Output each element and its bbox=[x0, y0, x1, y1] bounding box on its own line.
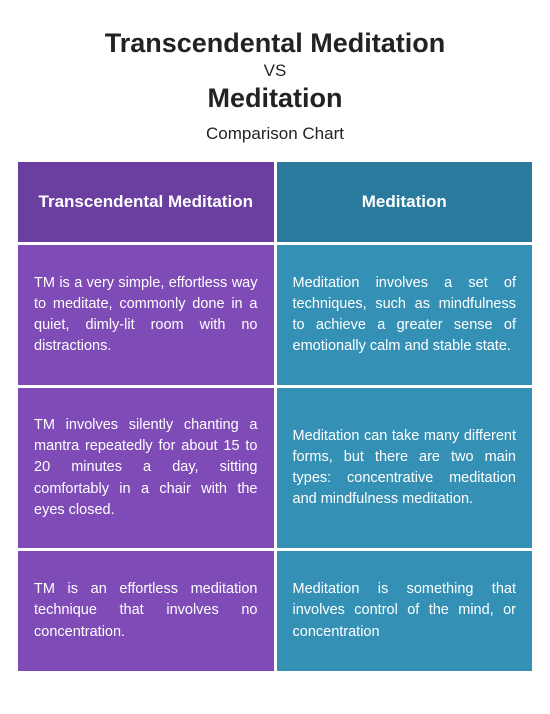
logo-icon: DB bbox=[420, 682, 450, 704]
footer-brand: DB Difference Between.net bbox=[420, 682, 528, 705]
column-left: Transcendental Meditation TM is a very s… bbox=[18, 162, 274, 714]
header: Transcendental Meditation VS Meditation … bbox=[0, 0, 550, 162]
column-right-header: Meditation bbox=[277, 162, 533, 242]
left-row-3: TM is an effortless meditation technique… bbox=[18, 551, 274, 671]
subtitle: Comparison Chart bbox=[20, 124, 530, 144]
left-row-2: TM involves silently chanting a mantra r… bbox=[18, 388, 274, 548]
right-row-3: Meditation is something that involves co… bbox=[277, 551, 533, 671]
right-row-2: Meditation can take many different forms… bbox=[277, 388, 533, 548]
title-2: Meditation bbox=[20, 83, 530, 114]
right-row-1: Meditation involves a set of techniques,… bbox=[277, 245, 533, 385]
column-left-header: Transcendental Meditation bbox=[18, 162, 274, 242]
title-1: Transcendental Meditation bbox=[20, 28, 530, 59]
vs-label: VS bbox=[20, 61, 530, 81]
left-row-1: TM is a very simple, effortless way to m… bbox=[18, 245, 274, 385]
brand-text: Difference Between.net bbox=[455, 682, 528, 705]
comparison-chart: Transcendental Meditation TM is a very s… bbox=[0, 162, 550, 714]
column-right: Meditation Meditation involves a set of … bbox=[277, 162, 533, 714]
